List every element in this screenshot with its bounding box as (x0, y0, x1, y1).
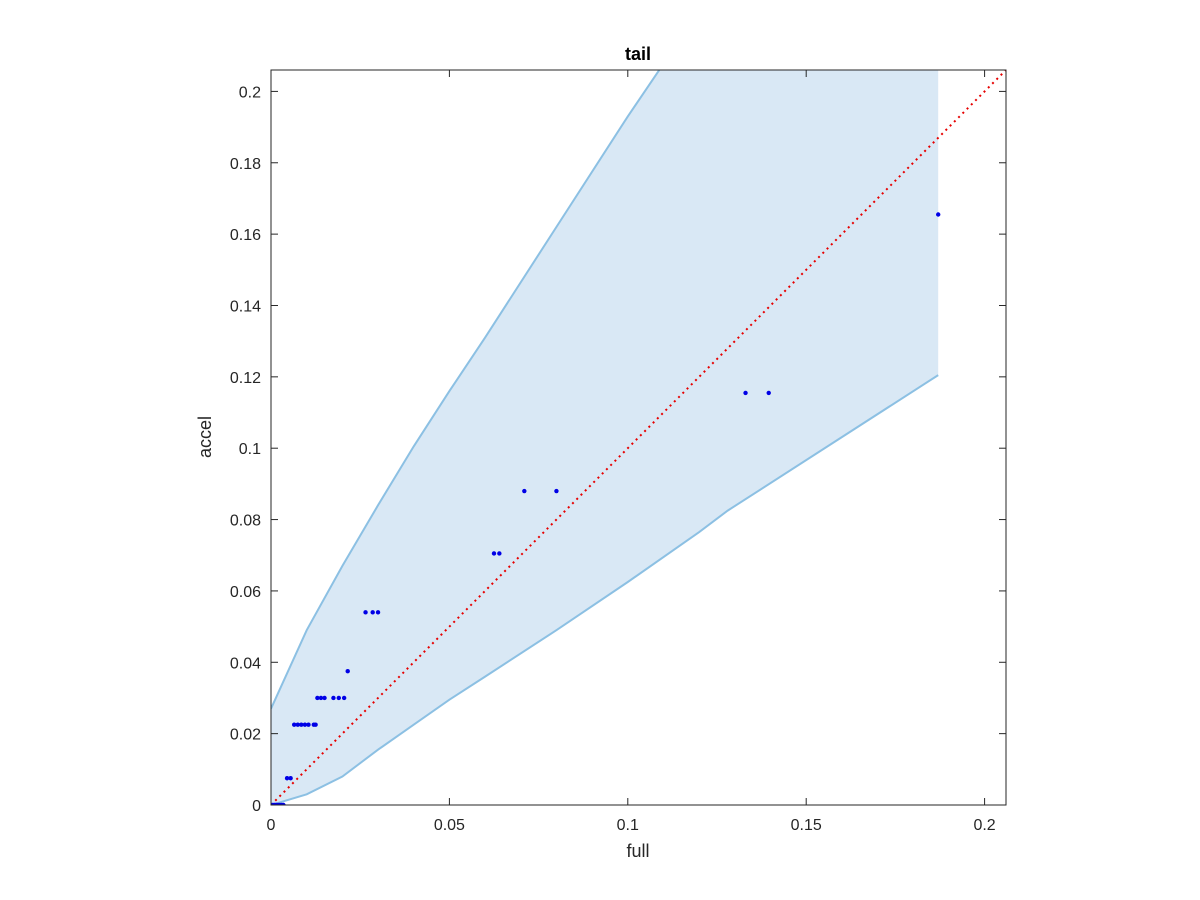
data-point (331, 695, 336, 701)
data-point (370, 610, 375, 615)
confidence-band (271, 70, 939, 805)
axes-box (270, 69, 1007, 806)
data-point (375, 610, 381, 615)
x-tick-label: 0.05 (434, 817, 465, 834)
band-lower-edge (271, 374, 939, 805)
x-tick-label: 0.1 (617, 817, 639, 834)
axis-ticks: 0 0.05 0.1 0.15 0.2 0 0.02 0.04 0.06 0.08 0.1 0.12 0… (230, 70, 1006, 834)
data-point (295, 722, 300, 727)
y-tick-label: 0.2 (239, 84, 261, 101)
data-point (322, 695, 327, 701)
band-upper-edge (271, 70, 661, 710)
x-tick-label: 0.2 (973, 817, 995, 834)
y-tick-label: 0.1 (239, 441, 261, 458)
x-tick-label: 0 (267, 817, 276, 834)
data-point (936, 212, 941, 217)
data-point (299, 722, 304, 727)
band-fill (271, 70, 939, 805)
data-point (313, 722, 318, 727)
x-axis-label: full (626, 841, 649, 861)
data-point (363, 610, 368, 615)
data-point (554, 488, 559, 494)
y-tick-label: 0.12 (230, 370, 261, 387)
y-tick-label: 0 (252, 798, 261, 815)
data-point (522, 488, 527, 494)
data-point (345, 669, 350, 674)
chart-title: tail (625, 44, 651, 64)
data-point (341, 695, 347, 701)
x-tick-label: 0.15 (791, 817, 822, 834)
y-tick-label: 0.06 (230, 584, 261, 601)
y-axis-label: accel (195, 416, 215, 458)
data-point (302, 722, 308, 727)
y-tick-label: 0.02 (230, 727, 261, 744)
data-point (291, 722, 297, 727)
data-point (336, 695, 341, 701)
y-tick-label: 0.16 (230, 227, 261, 244)
data-point (315, 695, 320, 701)
y-tick-label: 0.14 (230, 298, 261, 315)
data-point (284, 776, 290, 781)
y-tick-label: 0.18 (230, 156, 261, 173)
data-point (281, 802, 286, 805)
data-point (318, 695, 324, 701)
y-tick-label: 0.08 (230, 513, 261, 530)
data-point (288, 776, 293, 781)
data-point (766, 390, 771, 396)
data-point (497, 551, 502, 556)
data-point (743, 390, 748, 396)
scatter-points (271, 212, 941, 805)
y-tick-label: 0.04 (230, 655, 261, 672)
data-point (491, 551, 497, 556)
data-point (306, 722, 311, 727)
